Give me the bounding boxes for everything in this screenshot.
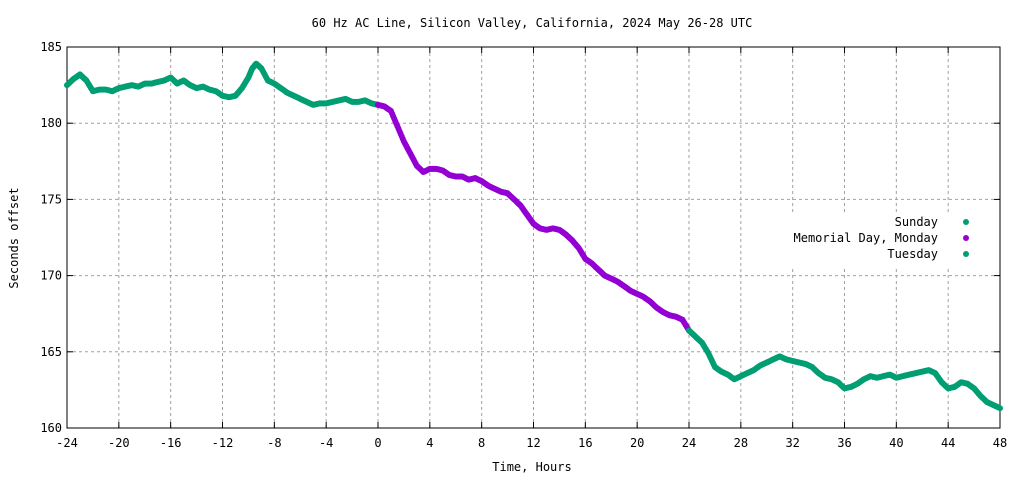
series-1	[375, 101, 692, 334]
data-point	[997, 405, 1003, 412]
axis-ticks: -24 -20 -16 -12 -8 -4 0 4 8 12 16 20 24 28 32 36 40 44 481…	[40, 40, 1007, 450]
x-tick-label: 44	[941, 436, 955, 450]
x-tick-label: 8	[478, 436, 485, 450]
x-tick-label: 24	[682, 436, 696, 450]
legend-label: Sunday	[895, 215, 938, 229]
legend-marker	[963, 235, 969, 241]
x-tick-label: 48	[993, 436, 1007, 450]
x-tick-label: 20	[630, 436, 644, 450]
x-axis-label: Time, Hours	[492, 460, 571, 474]
legend-background	[768, 212, 978, 266]
x-tick-label: 12	[526, 436, 540, 450]
x-tick-label: 36	[837, 436, 851, 450]
x-tick-label: -24	[56, 436, 78, 450]
series-2	[686, 327, 1003, 412]
series-group	[64, 60, 1003, 412]
x-tick-label: 0	[374, 436, 381, 450]
x-tick-label: 4	[426, 436, 433, 450]
series-0	[64, 60, 381, 108]
x-tick-label: 28	[734, 436, 748, 450]
x-tick-label: -8	[267, 436, 281, 450]
x-tick-label: 32	[785, 436, 799, 450]
x-tick-label: 40	[889, 436, 903, 450]
chart-title: 60 Hz AC Line, Silicon Valley, Californi…	[312, 16, 753, 30]
x-tick-label: -4	[319, 436, 333, 450]
y-tick-label: 175	[40, 192, 62, 206]
y-tick-label: 160	[40, 421, 62, 435]
x-tick-label: -16	[160, 436, 182, 450]
y-tick-label: 185	[40, 40, 62, 54]
x-tick-label: -12	[212, 436, 234, 450]
x-tick-label: 16	[578, 436, 592, 450]
y-tick-label: 180	[40, 116, 62, 130]
y-tick-label: 170	[40, 269, 62, 283]
y-tick-label: 165	[40, 345, 62, 359]
legend-label: Tuesday	[887, 247, 938, 261]
y-axis-label: Seconds offset	[7, 187, 21, 288]
x-tick-label: -20	[108, 436, 130, 450]
legend-marker	[963, 219, 969, 225]
legend: Sunday Memorial Day, Monday Tuesday	[794, 215, 969, 261]
legend-marker	[963, 251, 969, 257]
legend-label: Memorial Day, Monday	[794, 231, 939, 245]
